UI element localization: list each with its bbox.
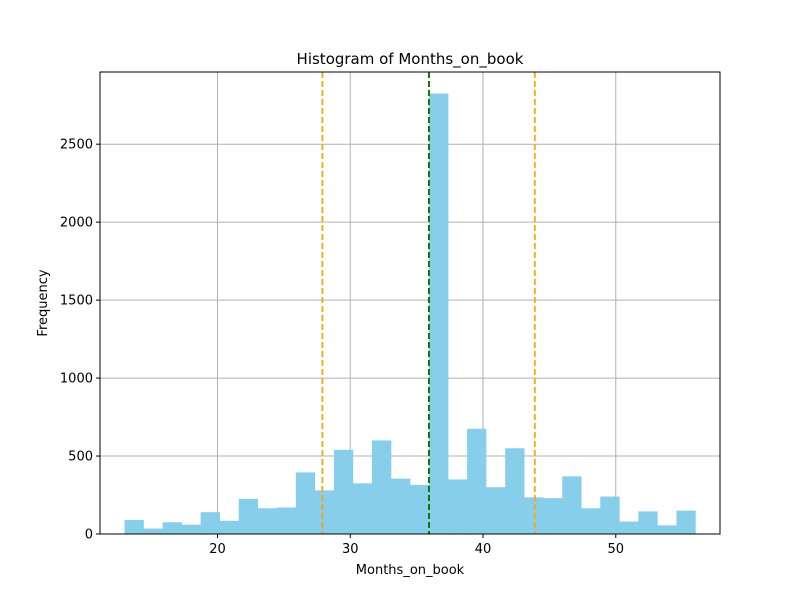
histogram-bar xyxy=(486,487,506,534)
histogram-bar xyxy=(448,479,468,534)
bars xyxy=(124,93,696,534)
y-axis-ticks: 0 500 1000 1500 2000 2500 xyxy=(60,138,100,543)
histogram-bar xyxy=(352,483,373,534)
histogram-bar xyxy=(333,449,354,534)
histogram-bar xyxy=(543,498,563,534)
y-tick-label: 0 xyxy=(85,528,93,543)
y-tick-label: 1000 xyxy=(60,372,93,387)
histogram-bar xyxy=(676,510,696,534)
histogram-bar xyxy=(181,524,201,534)
histogram-bar xyxy=(314,490,335,534)
histogram-bar xyxy=(162,522,182,534)
y-axis-label: Frequency xyxy=(36,269,51,336)
histogram-bar xyxy=(428,93,449,534)
histogram-bar xyxy=(562,476,582,534)
y-tick-label: 500 xyxy=(68,450,93,465)
histogram-bar xyxy=(505,448,525,534)
histogram-bar xyxy=(638,511,658,534)
histogram-bar xyxy=(200,512,221,534)
x-axis-label: Months_on_book xyxy=(356,563,465,578)
plot-frame xyxy=(99,71,721,535)
y-tick-label: 1500 xyxy=(60,294,93,309)
x-tick-label: 30 xyxy=(342,542,359,557)
histogram-bar xyxy=(657,525,677,534)
histogram-bar xyxy=(295,472,316,534)
histogram-bar xyxy=(619,521,639,534)
histogram-bar xyxy=(276,507,297,534)
histogram-bar xyxy=(391,478,411,534)
y-tick-label: 2000 xyxy=(60,216,93,231)
histogram-bar xyxy=(143,528,163,534)
histogram-bar xyxy=(124,519,144,534)
reference-lines xyxy=(321,72,536,534)
x-tick-label: 40 xyxy=(475,542,492,557)
histogram-bar xyxy=(371,440,392,534)
histogram-bar xyxy=(467,428,487,534)
x-tick-label: 20 xyxy=(209,542,226,557)
histogram-bar xyxy=(238,498,259,534)
x-axis-ticks: 20 30 40 50 xyxy=(209,534,624,557)
histogram-bar xyxy=(524,497,544,534)
grid xyxy=(100,72,720,535)
y-tick-label: 2500 xyxy=(60,138,93,153)
x-tick-label: 50 xyxy=(608,542,625,557)
histogram-bar xyxy=(581,508,601,534)
histogram-bar xyxy=(600,496,620,534)
histogram-bar xyxy=(219,520,240,534)
histogram-bar xyxy=(257,508,278,534)
chart-title: Histogram of Months_on_book xyxy=(297,50,524,69)
histogram-bar xyxy=(410,484,430,534)
